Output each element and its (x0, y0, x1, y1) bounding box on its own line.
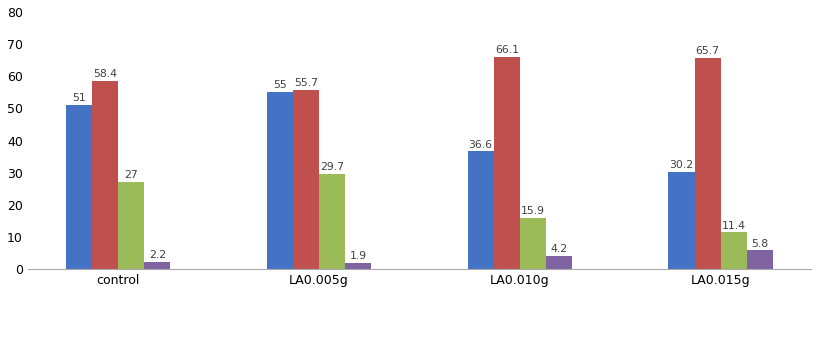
Text: 36.6: 36.6 (469, 139, 492, 149)
Bar (721, 233, 747, 269)
Bar (747, 250, 773, 269)
Bar (345, 263, 371, 269)
Bar (494, 57, 520, 269)
Bar (319, 174, 345, 269)
Text: 11.4: 11.4 (721, 220, 746, 230)
Text: 55.7: 55.7 (294, 78, 318, 88)
Text: 4.2: 4.2 (551, 244, 568, 254)
Text: 58.4: 58.4 (93, 69, 117, 79)
Text: 29.7: 29.7 (320, 162, 344, 172)
Bar (520, 218, 546, 269)
Text: 5.8: 5.8 (751, 238, 768, 248)
Text: 66.1: 66.1 (495, 45, 519, 55)
Text: 15.9: 15.9 (521, 206, 545, 216)
Text: 30.2: 30.2 (669, 160, 694, 170)
Text: 65.7: 65.7 (695, 46, 720, 56)
Bar (694, 58, 721, 269)
Bar (668, 172, 694, 269)
Bar (66, 105, 92, 269)
Bar (144, 262, 170, 269)
Bar (92, 81, 118, 269)
Bar (546, 256, 572, 269)
Text: 27: 27 (124, 170, 138, 180)
Bar (468, 151, 494, 269)
Text: 1.9: 1.9 (349, 251, 366, 261)
Bar (118, 182, 144, 269)
Text: 51: 51 (72, 93, 86, 103)
Bar (293, 90, 319, 269)
Text: 55: 55 (273, 80, 287, 90)
Bar (267, 92, 293, 269)
Text: 2.2: 2.2 (149, 250, 166, 260)
